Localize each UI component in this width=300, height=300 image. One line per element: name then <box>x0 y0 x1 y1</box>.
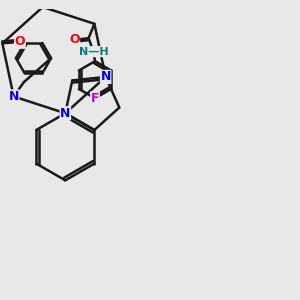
Text: N: N <box>60 107 70 120</box>
Text: F: F <box>91 92 99 105</box>
Text: N: N <box>8 90 19 103</box>
Text: O: O <box>15 35 25 48</box>
Text: N: N <box>100 70 111 83</box>
Text: N—H: N—H <box>79 46 108 57</box>
Text: O: O <box>69 33 80 46</box>
